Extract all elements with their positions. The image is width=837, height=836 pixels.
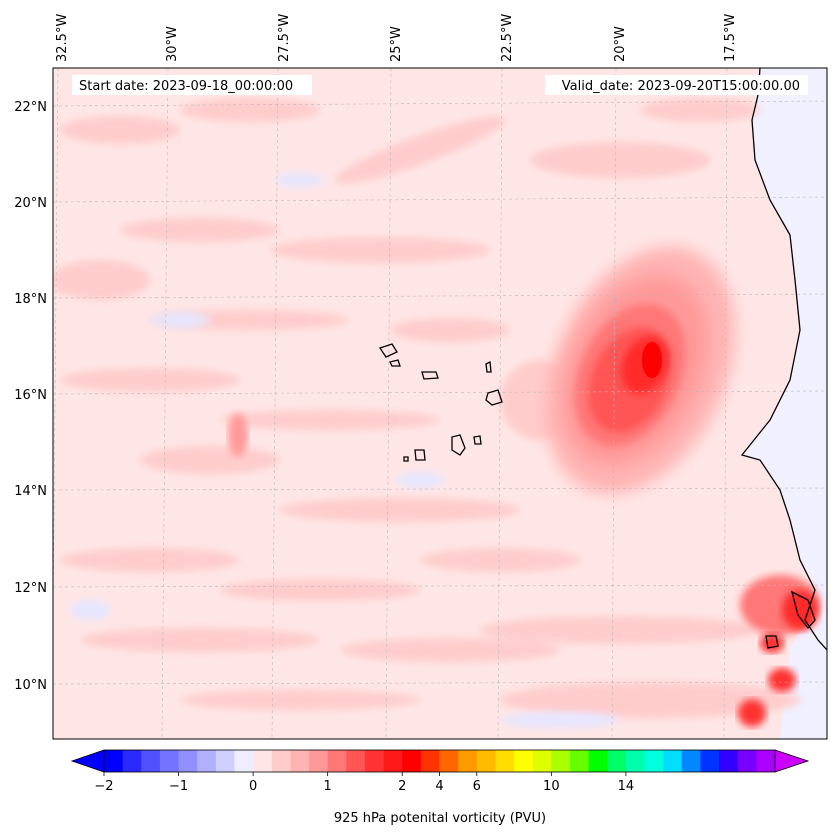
colorbar-over-arrow	[775, 750, 808, 772]
lat-label: 18°N	[14, 292, 47, 307]
colorbar-cell	[458, 750, 478, 772]
colorbar-cell	[588, 750, 608, 772]
lat-label: 10°N	[14, 678, 47, 693]
latitude-labels: 22°N 20°N 18°N 16°N 14°N 12°N 10°N	[14, 100, 47, 693]
colorbar-cell	[271, 750, 291, 772]
colorbar-cell	[346, 750, 366, 772]
lat-label: 12°N	[14, 581, 47, 596]
colorbar-tick-label: 1	[324, 779, 332, 794]
colorbar-cell	[309, 750, 329, 772]
colorbar-tick-label: 2	[398, 779, 406, 794]
lon-label: 17.5°W	[723, 14, 738, 62]
start-date-box	[72, 75, 312, 95]
lon-label: 22.5°W	[500, 14, 515, 62]
colorbar-under-arrow	[72, 750, 104, 772]
negative-pv-patches	[70, 173, 620, 728]
colorbar-tick-label: −1	[169, 779, 188, 794]
colorbar-cells	[104, 750, 776, 772]
pv-field	[53, 68, 827, 739]
colorbar-tick-label: 14	[618, 779, 635, 794]
coastal-pv-maxima	[228, 413, 820, 727]
colorbar-cell	[327, 750, 347, 772]
colorbar-cell	[569, 750, 590, 772]
colorbar-cell	[476, 750, 496, 772]
colorbar-cell	[551, 750, 571, 772]
colorbar-cell	[644, 750, 664, 772]
colorbar-cell	[122, 750, 142, 772]
lat-label: 14°N	[14, 484, 47, 499]
colorbar-tick-label: 4	[435, 779, 443, 794]
lat-label: 20°N	[14, 196, 47, 211]
colorbar-cell	[700, 750, 720, 772]
colorbar-cell	[663, 750, 683, 772]
colorbar-cell	[159, 750, 180, 772]
map-frame	[52, 67, 828, 740]
colorbar-tick-label: 0	[249, 779, 257, 794]
colorbar-cell	[756, 750, 776, 772]
valid-date-label: Valid_date: 2023-09-20T15:00:00.00	[562, 79, 800, 94]
colorbar-cell	[141, 750, 161, 772]
colorbar-ticks: −2 −1 0 1 2 4 6 10 14	[94, 772, 634, 794]
colorbar-cell	[104, 750, 124, 772]
lon-label: 30°W	[165, 26, 180, 62]
colorbar-cell	[253, 750, 273, 772]
colorbar-cell	[383, 750, 403, 772]
colorbar-cell	[495, 750, 515, 772]
colorbar-cell	[178, 750, 198, 772]
colorbar-cell	[625, 750, 646, 772]
colorbar-tick-label: 6	[473, 779, 481, 794]
colorbar: −2 −1 0 1 2 4 6 10 14 925 hPa potenital vorticit…	[70, 749, 810, 826]
colorbar-cell	[234, 750, 254, 772]
colorbar-cell	[215, 750, 235, 772]
colorbar-cell	[607, 750, 627, 772]
colorbar-cell	[197, 750, 217, 772]
start-date-label: Start date: 2023-09-18_00:00:00	[79, 79, 293, 94]
lon-label: 27.5°W	[277, 14, 292, 62]
colorbar-cell	[420, 750, 440, 772]
colorbar-cell	[402, 750, 422, 772]
longitude-labels: 32.5°W 30°W 27.5°W 25°W 22.5°W 20°W 17.5…	[55, 14, 738, 62]
colorbar-tick-label: −2	[94, 779, 113, 794]
colorbar-tick-label: 10	[543, 779, 560, 794]
colorbar-cell	[681, 750, 701, 772]
colorbar-label: 925 hPa potenital vorticity (PVU)	[334, 811, 546, 826]
lon-label: 25°W	[389, 26, 404, 62]
colorbar-cell	[290, 750, 310, 772]
lon-label: 20°W	[613, 26, 628, 62]
lat-label: 16°N	[14, 388, 47, 403]
valid-date-box	[545, 75, 808, 95]
colorbar-cell	[364, 750, 385, 772]
colorbar-cell	[532, 750, 552, 772]
lat-label: 22°N	[14, 100, 47, 115]
coastline	[740, 68, 827, 651]
colorbar-cell	[439, 750, 459, 772]
islands	[378, 343, 816, 649]
colorbar-cell	[719, 750, 739, 772]
cyclone-feature	[545, 246, 735, 494]
colorbar-cell	[514, 750, 534, 772]
colorbar-cell	[737, 750, 757, 772]
gridlines	[53, 68, 827, 739]
lon-label: 32.5°W	[55, 14, 70, 62]
